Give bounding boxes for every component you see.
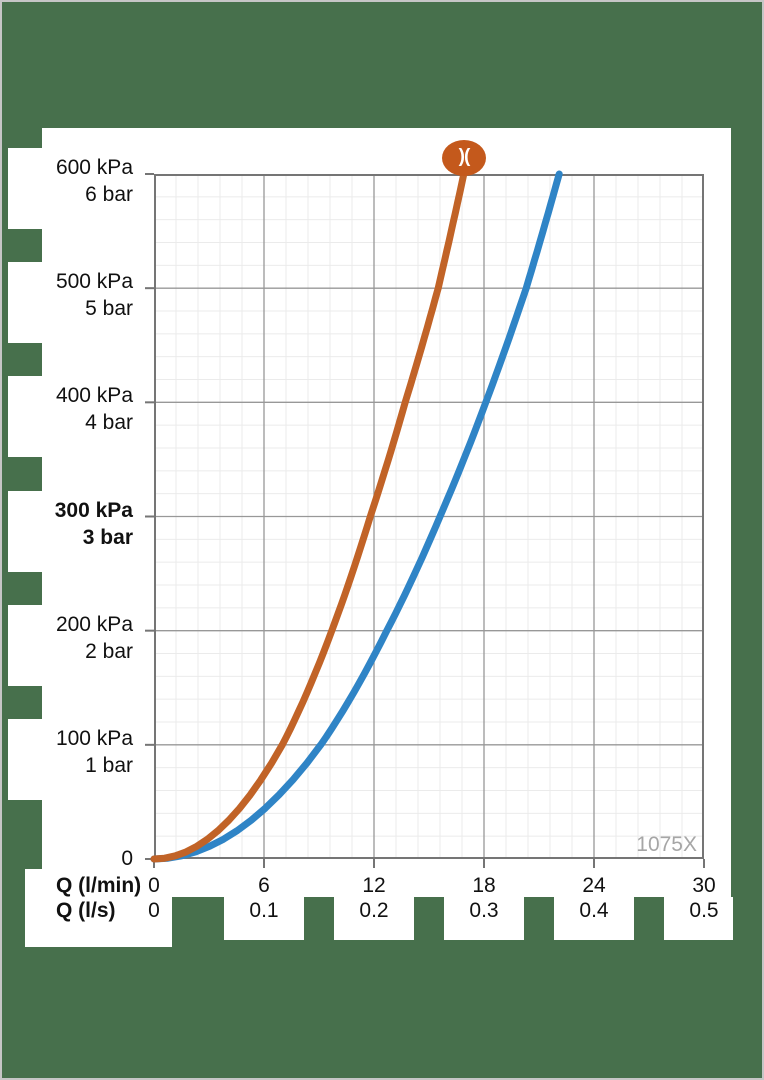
- y-label-bar: 4 bar: [85, 411, 133, 435]
- y-axis-label-500: 500 kPa 5 bar: [8, 268, 133, 322]
- x-tick-block: [444, 897, 524, 940]
- x-tick-ls: 0.2: [359, 899, 389, 922]
- x-tick-lmin: 30: [692, 874, 716, 897]
- x-tick-block: [224, 897, 304, 940]
- y-label-tab: [8, 718, 44, 800]
- x-tick-block: [554, 897, 634, 940]
- y-axis-label-400: 400 kPa 4 bar: [8, 382, 133, 436]
- y-axis-zero-label: 0: [121, 847, 133, 870]
- y-label-bar: 6 bar: [85, 183, 133, 206]
- x-tick-block: [334, 897, 414, 940]
- x-tick-ls: 0.5: [689, 899, 719, 922]
- flow-pressure-chart: [145, 170, 705, 868]
- y-label-kpa: 200 kPa: [55, 612, 133, 636]
- x-tick-lmin: 24: [582, 874, 606, 897]
- x-tick-block: [664, 897, 733, 940]
- plot-border: [154, 174, 704, 859]
- x-tick-lmin: 18: [472, 874, 496, 897]
- x-axis-unit-lmin: Q (l/min): [56, 874, 142, 897]
- y-label-tab: [8, 262, 44, 344]
- y-label-kpa: 600 kPa: [55, 156, 133, 179]
- brand-logo-icon: )(: [442, 140, 486, 176]
- y-axis-label-600: 600 kPa 6 bar: [8, 154, 133, 208]
- y-axis-label-200: 200 kPa 2 bar: [8, 611, 133, 665]
- y-label-bar: 5 bar: [85, 297, 133, 321]
- y-label-kpa: 500 kPa: [55, 270, 133, 294]
- x-axis-unit-ls: Q (l/s): [56, 899, 116, 922]
- x-tick-ls: 0.4: [579, 899, 609, 922]
- blue-curve: [150, 170, 563, 863]
- x-tick-lmin: 6: [258, 874, 270, 897]
- y-label-kpa: 100 kPa: [55, 726, 133, 750]
- x-tick-lmin: 12: [362, 874, 386, 897]
- y-label-tab: [8, 490, 44, 572]
- x-axis-strip: [25, 869, 731, 897]
- x-tick-ls: 0.1: [249, 899, 279, 922]
- brand-logo-glyph: )(: [458, 146, 471, 167]
- y-label-tab: [8, 148, 44, 229]
- y-label-bar: 3 bar: [82, 525, 133, 549]
- x-tick-ls: 0.3: [469, 899, 499, 922]
- x-tick-lmin: 0: [148, 874, 160, 897]
- x-tick-ls: 0: [148, 899, 160, 922]
- y-label-bar: 1 bar: [85, 753, 133, 777]
- product-code: 1075X: [636, 833, 697, 856]
- x-axis-label-block: [25, 897, 172, 947]
- y-label-tab: [8, 604, 44, 686]
- y-axis-label-100: 100 kPa 1 bar: [8, 725, 133, 779]
- y-label-kpa: 300 kPa: [54, 498, 133, 522]
- y-axis-label-300: 300 kPa 3 bar: [8, 497, 133, 551]
- y-label-tab: [8, 376, 44, 458]
- y-label-bar: 2 bar: [85, 639, 133, 663]
- y-label-kpa: 400 kPa: [55, 384, 133, 408]
- orange-curve: [150, 170, 468, 863]
